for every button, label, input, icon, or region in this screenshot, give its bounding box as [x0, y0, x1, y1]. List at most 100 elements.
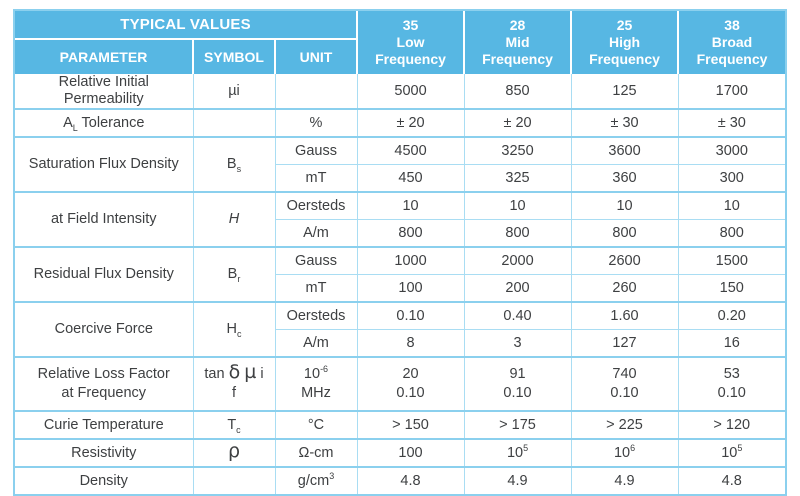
material-header-28-mid-frequency: 28 Mid Frequency	[463, 11, 572, 74]
symbol-cell: µi	[193, 74, 276, 109]
parameter-cell: Curie Temperature	[15, 410, 194, 439]
unit-cell: Gauss	[275, 246, 358, 275]
unit-cell: Oersteds	[275, 301, 358, 330]
value-cell: 0.20	[678, 301, 786, 330]
value-cell: ± 20	[357, 108, 465, 137]
table-row: A/m 800 800 800 800	[15, 219, 786, 247]
value-cell: > 120	[678, 410, 786, 439]
table-row: Coercive Force Hc Oersteds 0.10 0.40 1.60 0.20	[15, 301, 786, 357]
symbol-cell: ρ	[193, 438, 276, 467]
value-cell: 4500	[357, 136, 465, 165]
table-row: Resistivity ρ Ω-cm 100 105 106 105	[15, 438, 786, 467]
symbol-cell: Hc	[193, 301, 276, 357]
value-cell: 4.8	[678, 466, 786, 494]
value-cell: 1700	[678, 74, 786, 109]
value-cell: 850	[464, 74, 572, 109]
value-cell: 4.8	[357, 466, 465, 494]
value-cell: 360	[571, 164, 679, 192]
material-header-38-broad-frequency: 38 Broad Frequency	[677, 11, 786, 74]
value-cell: 740 0.10	[571, 356, 679, 411]
value-cell: 16	[678, 329, 786, 357]
material-suffix: Frequency	[375, 51, 446, 67]
value-cell: 10	[678, 191, 786, 220]
value-cell: 105	[464, 438, 572, 467]
material-number: 28	[509, 17, 526, 33]
symbol-cell	[193, 108, 276, 137]
value-cell: 260	[571, 274, 679, 302]
symbol-cell: Tc	[193, 410, 276, 439]
value-cell: 3	[464, 329, 572, 357]
value-cell: 53 0.10	[678, 356, 786, 411]
value-cell: 91 0.10	[464, 356, 572, 411]
parameter-cell: Residual Flux Density	[15, 246, 194, 302]
symbol-cell: Br	[193, 246, 276, 302]
value-cell: 10	[571, 191, 679, 220]
symbol-column-header: SYMBOL	[193, 39, 276, 74]
value-cell: 127	[571, 329, 679, 357]
table-header: TYPICAL VALUES 35 Low Frequency 28 Mid F…	[15, 11, 786, 74]
table-row: Curie Temperature Tc °C > 150 > 175 > 225 > 12…	[15, 410, 786, 439]
value-cell: ± 30	[571, 108, 679, 137]
value-cell: 300	[678, 164, 786, 192]
table-row: mT 100 200 260 150	[15, 274, 786, 302]
unit-cell	[275, 74, 358, 109]
material-suffix: Frequency	[589, 51, 660, 67]
value-cell: 1.60	[571, 301, 679, 330]
table-row: AL Tolerance% ± 20 ± 20 ± 30 ± 30	[15, 108, 786, 137]
table-row: A/m 8 3 127 16	[15, 329, 786, 357]
value-cell: > 175	[464, 410, 572, 439]
symbol-cell: Bs	[193, 136, 276, 192]
table-row: mT 450 325 360 300	[15, 164, 786, 192]
value-cell: 4.9	[464, 466, 572, 494]
value-cell: 10	[464, 191, 572, 220]
unit-cell: mT	[275, 274, 358, 302]
parameter-cell: Density	[15, 466, 194, 494]
unit-cell: Oersteds	[275, 191, 358, 220]
parameter-cell: at Field Intensity	[15, 191, 194, 247]
material-name: Broad	[711, 34, 753, 50]
value-cell: 3250	[464, 136, 572, 165]
unit-cell: %	[275, 108, 358, 137]
value-cell: 3600	[571, 136, 679, 165]
table-row: Relative Initial Permeability µi 5000 850 12…	[15, 74, 786, 109]
parameter-column-header: PARAMETER	[15, 39, 194, 74]
material-name: Mid	[505, 34, 530, 50]
unit-cell: 10-6 MHz	[275, 356, 358, 411]
value-cell: 106	[571, 438, 679, 467]
table-row: at Field Intensity H Oersteds 10 10 10 10	[15, 191, 786, 247]
symbol-cell	[193, 466, 276, 494]
value-cell: 105	[678, 438, 786, 467]
value-cell: 20 0.10	[357, 356, 465, 411]
unit-cell: Gauss	[275, 136, 358, 165]
value-cell: 1500	[678, 246, 786, 275]
material-name: High	[608, 34, 641, 50]
material-number: 38	[724, 17, 740, 33]
unit-cell: mT	[275, 164, 358, 192]
typical-values-header: TYPICAL VALUES	[15, 11, 359, 40]
table-row: Residual Flux Density Br Gauss 1000 2000 2600…	[15, 246, 786, 302]
value-cell: > 150	[357, 410, 465, 439]
value-cell: 800	[571, 219, 679, 247]
value-cell: 10	[357, 191, 465, 220]
parameter-cell: AL Tolerance	[15, 108, 194, 137]
value-cell: 125	[571, 74, 679, 109]
material-header-25-high-frequency: 25 High Frequency	[570, 11, 679, 74]
value-cell: 2600	[571, 246, 679, 275]
unit-cell: g/cm3	[275, 466, 358, 494]
value-cell: 200	[464, 274, 572, 302]
material-header-35-low-frequency: 35 Low Frequency	[356, 11, 465, 74]
unit-column-header: UNIT	[275, 39, 359, 74]
data-table-frame: TYPICAL VALUES 35 Low Frequency 28 Mid F…	[13, 9, 788, 496]
value-cell: ± 20	[464, 108, 572, 137]
value-cell: 450	[357, 164, 465, 192]
parameter-cell: Relative Loss Factor at Frequency	[15, 356, 194, 411]
value-cell: 800	[464, 219, 572, 247]
value-cell: 8	[357, 329, 465, 357]
table-body: Relative Initial Permeability µi 5000 850 12…	[15, 74, 786, 494]
material-suffix: Frequency	[482, 51, 553, 67]
unit-cell: A/m	[275, 329, 358, 357]
value-cell: 800	[678, 219, 786, 247]
value-cell: 2000	[464, 246, 572, 275]
